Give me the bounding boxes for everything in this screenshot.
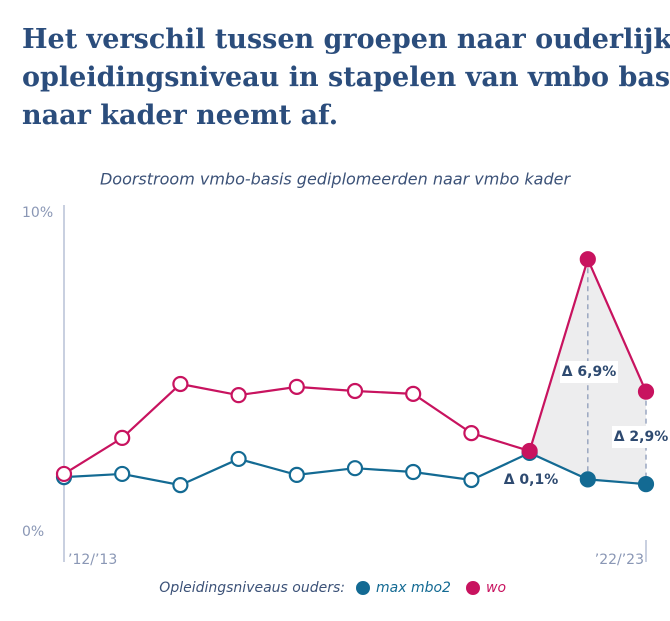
point <box>172 375 189 393</box>
y-tick-label: 10% <box>22 205 53 221</box>
annotation: Δ 2,9% <box>614 429 669 445</box>
point <box>230 387 247 404</box>
point <box>288 378 305 395</box>
chart-title: naar kader neemt af. <box>22 100 338 131</box>
chart-title: opleidingsniveau in stapelen van vmbo ba… <box>22 62 670 93</box>
point <box>346 460 364 477</box>
point <box>230 450 247 468</box>
point <box>579 251 596 268</box>
point <box>346 382 364 400</box>
y-tick-label: 0% <box>22 524 44 540</box>
point <box>463 471 480 489</box>
point <box>463 425 480 442</box>
point <box>172 477 189 494</box>
legend-swatch <box>356 581 370 595</box>
point <box>405 463 422 481</box>
annotation: Δ 0,1% <box>504 472 559 488</box>
point <box>521 442 538 460</box>
legend-swatch <box>466 581 480 595</box>
point <box>114 465 131 483</box>
legend-label: wo <box>486 580 506 596</box>
legend-label: max mbo2 <box>376 580 451 596</box>
annotation-bg <box>612 426 670 448</box>
x-tick-label: ’12/’13 <box>68 552 117 568</box>
point <box>288 466 305 483</box>
point <box>579 471 596 488</box>
point <box>55 465 73 483</box>
point <box>637 383 655 400</box>
point <box>405 385 422 402</box>
chart-title: Het verschil tussen groepen naar ouderli… <box>22 24 670 55</box>
point <box>637 476 655 493</box>
annotation: Δ 6,9% <box>562 364 617 380</box>
point <box>114 429 131 446</box>
legend-title: Opleidingsniveaus ouders: <box>159 580 345 596</box>
annotation-bg <box>560 361 618 383</box>
x-tick-label: ’22/’23 <box>595 552 644 568</box>
subtitle: Doorstroom vmbo-basis gediplomeerden naa… <box>100 170 571 189</box>
